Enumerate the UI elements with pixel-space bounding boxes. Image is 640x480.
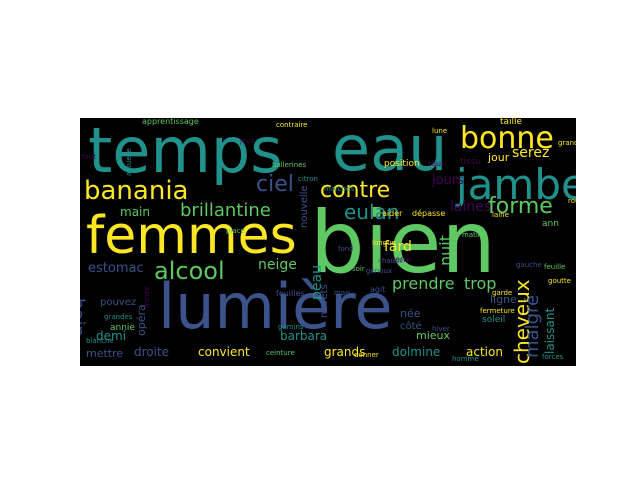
word: main (120, 205, 150, 219)
word: rouge (568, 197, 576, 205)
word: trop (464, 274, 497, 293)
word: taille (500, 118, 523, 127)
word: chaude (378, 257, 404, 265)
word: nuit (436, 235, 455, 266)
word: ann (542, 219, 559, 229)
word: malgré (522, 294, 543, 358)
word: temps (88, 118, 283, 187)
word: faut (82, 153, 96, 161)
word: bonne (460, 121, 554, 156)
word: ceinture (266, 349, 295, 357)
word: jour (488, 151, 510, 164)
word: grandes (104, 313, 133, 321)
word: opéra (135, 304, 148, 336)
word: homme (452, 355, 479, 363)
word: feuille (544, 263, 566, 271)
word: blanche (86, 337, 114, 345)
word: matin (462, 231, 483, 239)
word: place (226, 227, 245, 235)
word: pouvez (100, 297, 137, 308)
word: citron (298, 175, 318, 183)
word: annie (110, 323, 135, 333)
word: apprentissage (142, 118, 199, 126)
word: dolmine (392, 345, 441, 359)
word: neige (258, 257, 297, 273)
word: lune (432, 127, 448, 135)
word: lumière (158, 270, 393, 343)
word: goutte (548, 277, 571, 285)
word: navets (319, 284, 330, 318)
word: née (400, 307, 421, 320)
word: agit (370, 285, 386, 294)
word-cloud: lumière bien temps eau femmes jambe bonn… (80, 118, 576, 366)
word: fard (384, 239, 412, 255)
word: jeux (240, 137, 255, 145)
word: prendre (392, 274, 455, 293)
word: laine (492, 211, 509, 219)
word: banania (84, 176, 189, 206)
word: marches (324, 185, 355, 193)
word: longue (372, 239, 396, 247)
word: gauche (516, 261, 542, 269)
word: donner (354, 351, 379, 359)
word: alcool (154, 257, 225, 285)
word: ciel (256, 172, 294, 197)
word: forces (542, 353, 564, 361)
word: fond (338, 245, 354, 253)
word: actuelle (125, 148, 133, 176)
word: brillantine (180, 200, 271, 221)
word: tour (428, 159, 445, 168)
word: soleil (482, 315, 506, 325)
word: genoux (366, 267, 393, 275)
word: convient (198, 345, 250, 359)
word: grand (558, 139, 576, 147)
word: ligne (490, 293, 517, 306)
word: demi (96, 329, 127, 343)
word: barbara (280, 329, 328, 343)
word: grands (324, 345, 366, 359)
word: eulan (344, 200, 400, 224)
word: mettre (86, 347, 124, 360)
word: mieux (416, 329, 451, 342)
word: année (143, 286, 151, 308)
word: jambe (456, 160, 576, 209)
word: gamins (278, 323, 304, 331)
word: mais (334, 289, 351, 297)
word: laissant (543, 307, 557, 354)
word: côté (400, 321, 422, 332)
word: position (384, 159, 420, 169)
word: contraire (276, 121, 308, 129)
word: hiver (432, 325, 450, 333)
word: jours (432, 173, 464, 188)
word: laines (450, 199, 492, 215)
word: soir (352, 265, 365, 273)
word: bien (310, 193, 496, 293)
word: droite (134, 345, 170, 359)
word: garde (492, 289, 513, 297)
word: estomac (88, 261, 144, 276)
word: action (466, 345, 503, 359)
word: bain (80, 298, 88, 337)
word: forme (488, 194, 553, 219)
word: femmes (86, 206, 297, 266)
word: nouvelle (299, 185, 310, 228)
word: fermeture (480, 307, 515, 315)
word: aider (382, 209, 403, 218)
word: tissu (460, 157, 482, 167)
word: serez (512, 145, 550, 161)
word: ballerines (272, 161, 307, 169)
word: contre (320, 178, 391, 203)
word: dépasse (412, 209, 446, 218)
word: terre (392, 255, 412, 264)
word: feuilles (276, 289, 305, 298)
word: eau (332, 118, 448, 185)
